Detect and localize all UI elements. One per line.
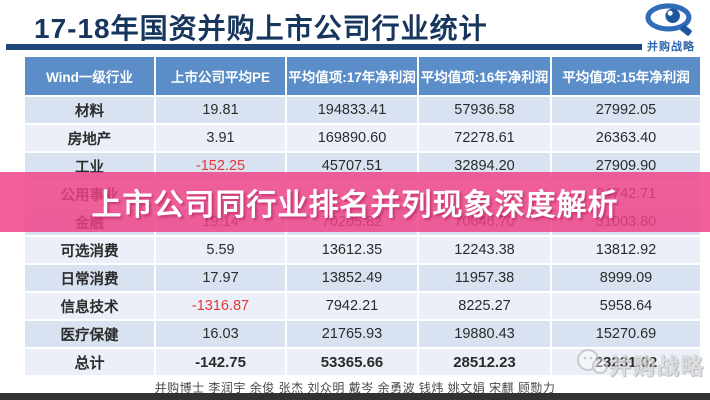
- overlay-banner-text: 上市公司同行业排名并列现象深度解析: [91, 189, 619, 222]
- row-value: 21765.93: [287, 321, 419, 347]
- row-label: 材料: [25, 97, 156, 123]
- row-label: 总计: [25, 349, 156, 375]
- eye-magnifier-icon: [640, 3, 702, 37]
- row-label: 可选消费: [25, 237, 156, 263]
- row-value: 8999.09: [552, 265, 700, 291]
- page-title: 17-18年国资并购上市公司行业统计: [34, 13, 488, 44]
- row-value: 7942.21: [287, 293, 419, 319]
- row-value: 194833.41: [287, 97, 419, 123]
- overlay-banner: 上市公司同行业排名并列现象深度解析: [0, 172, 710, 232]
- row-value: 28512.23: [419, 349, 552, 375]
- row-value: -142.75: [156, 349, 287, 375]
- row-value: 15270.69: [552, 321, 700, 347]
- title-underline: [6, 44, 642, 50]
- row-label: 信息技术: [25, 293, 156, 319]
- watermark: 并购战略: [575, 347, 705, 382]
- table-row: 材料 19.81 194833.41 57936.58 27992.05: [25, 97, 700, 123]
- row-value: 13612.35: [287, 237, 419, 263]
- row-value: 26363.40: [552, 125, 700, 151]
- row-value: 19880.43: [419, 321, 552, 347]
- row-value: 53365.66: [287, 349, 419, 375]
- table-row: 日常消费 17.97 13852.49 11957.38 8999.09: [25, 265, 700, 291]
- credits-line: 并购博士 李润宇 余俊 张杰 刘众明 戴岑 余勇波 钱炜 姚文娟 宋麒 顾勚力: [154, 381, 556, 395]
- column-header: Wind一级行业: [25, 57, 156, 95]
- row-value: 12243.38: [419, 237, 552, 263]
- row-value: 16.03: [156, 321, 287, 347]
- watermark-text: 并购战略: [609, 353, 706, 379]
- row-value: 27992.05: [552, 97, 700, 123]
- table-row: 信息技术 -1316.87 7942.21 8225.27 5958.64: [25, 293, 700, 319]
- table-row: 医疗保健 16.03 21765.93 19880.43 15270.69: [25, 321, 700, 347]
- row-value: 13852.49: [287, 265, 419, 291]
- row-value: 5.59: [156, 237, 287, 263]
- row-value: 11957.38: [419, 265, 552, 291]
- brand-logo: 并购战略: [640, 3, 702, 54]
- column-header: 平均值项:15年净利润: [562, 70, 690, 85]
- row-value: 57936.58: [419, 97, 552, 123]
- table-header-row: Wind一级行业 上市公司平均PE 平均值项:17年净利润 平均值项:16年净利…: [25, 57, 700, 95]
- table-row: 可选消费 5.59 13612.35 12243.38 13812.92: [25, 237, 700, 263]
- column-header: 上市公司平均PE: [156, 57, 287, 95]
- table-body: 材料 19.81 194833.41 57936.58 27992.05 房地产 3.91 1…: [25, 97, 700, 375]
- row-value: 23231.02: [552, 349, 700, 375]
- bottom-bar: [0, 393, 710, 400]
- row-value: 17.97: [156, 265, 287, 291]
- row-value: 13812.92: [552, 237, 700, 263]
- row-value: 72278.61: [419, 125, 552, 151]
- brand-label: 并购战略: [647, 41, 695, 53]
- row-value: 5958.64: [552, 293, 700, 319]
- row-label: 房地产: [25, 125, 156, 151]
- table-row-total: 总计 -142.75 53365.66 28512.23 23231.02: [25, 349, 700, 375]
- row-value: 169890.60: [287, 125, 419, 151]
- row-value: -1316.87: [156, 293, 287, 319]
- chat-bubbles-icon: [575, 347, 609, 382]
- row-value: 3.91: [156, 125, 287, 151]
- column-header: 平均值项:16年净利润: [419, 57, 552, 95]
- row-value: 19.81: [156, 97, 287, 123]
- row-label: 医疗保健: [25, 321, 156, 347]
- row-value: 8225.27: [419, 293, 552, 319]
- table-row: 房地产 3.91 169890.60 72278.61 26363.40: [25, 125, 700, 151]
- row-label: 日常消费: [25, 265, 156, 291]
- column-header: 平均值项:17年净利润: [287, 57, 419, 95]
